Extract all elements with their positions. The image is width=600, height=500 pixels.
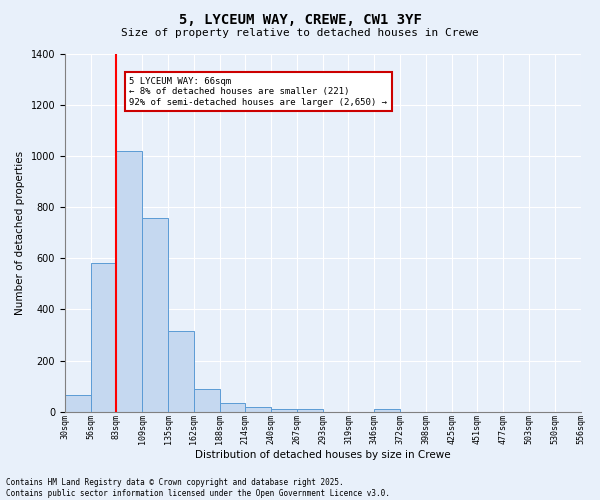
Text: Size of property relative to detached houses in Crewe: Size of property relative to detached ho… — [121, 28, 479, 38]
Text: 5 LYCEUM WAY: 66sqm
← 8% of detached houses are smaller (221)
92% of semi-detach: 5 LYCEUM WAY: 66sqm ← 8% of detached hou… — [130, 77, 388, 107]
Bar — [220, 402, 245, 411]
Bar — [142, 218, 168, 412]
X-axis label: Distribution of detached houses by size in Crewe: Distribution of detached houses by size … — [195, 450, 451, 460]
Bar — [65, 395, 91, 411]
Text: Contains HM Land Registry data © Crown copyright and database right 2025.
Contai: Contains HM Land Registry data © Crown c… — [6, 478, 390, 498]
Y-axis label: Number of detached properties: Number of detached properties — [15, 151, 25, 315]
Bar — [271, 408, 297, 412]
Bar — [194, 388, 220, 411]
Bar — [297, 409, 323, 412]
Bar — [245, 406, 271, 412]
Bar — [116, 151, 142, 411]
Bar — [91, 264, 116, 412]
Bar — [168, 331, 194, 411]
Bar — [374, 408, 400, 412]
Text: 5, LYCEUM WAY, CREWE, CW1 3YF: 5, LYCEUM WAY, CREWE, CW1 3YF — [179, 12, 421, 26]
